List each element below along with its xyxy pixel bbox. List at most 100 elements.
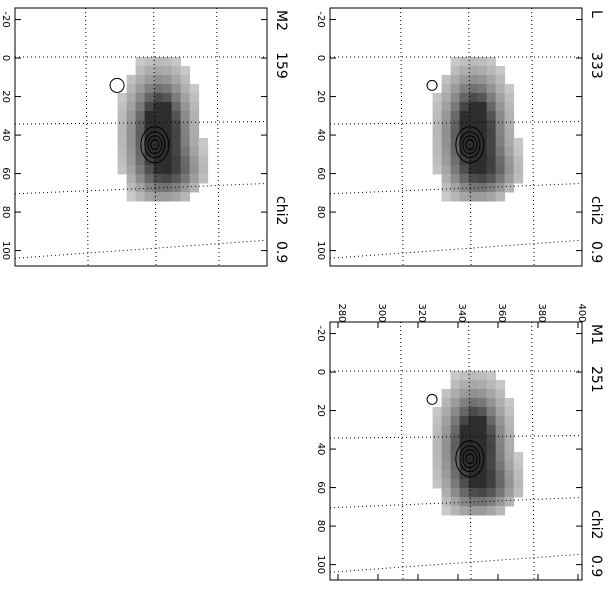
heatmap-pixel (180, 92, 191, 103)
heatmap-pixel (495, 164, 506, 175)
x-tick-label: 100 (315, 555, 326, 574)
heatmap-pixel (504, 451, 515, 462)
heatmap-pixel (477, 424, 488, 435)
heatmap-pixel (450, 487, 461, 498)
heatmap-pixel (477, 164, 488, 175)
heatmap-pixel (441, 191, 452, 202)
heatmap-pixel (468, 397, 479, 408)
heatmap-pixel (495, 379, 506, 390)
heatmap-pixel (513, 155, 524, 166)
heatmap-pixel (144, 110, 155, 121)
heatmap-pixel (180, 83, 191, 94)
heatmap-pixel (513, 451, 524, 462)
heatmap-pixel (153, 146, 164, 157)
heatmap-pixel (189, 83, 200, 94)
heatmap-pixel (117, 146, 128, 157)
heatmap-pixel (432, 460, 443, 471)
heatmap-pixel (441, 146, 452, 157)
heatmap-pixel (189, 146, 200, 157)
heatmap-pixel (153, 128, 164, 139)
x-tick-label: -20 (315, 325, 326, 341)
heatmap-pixel (162, 74, 173, 85)
y-tick-label: 360 (496, 303, 507, 322)
heatmap-pixel (126, 83, 137, 94)
heatmap-pixel (171, 74, 182, 85)
heatmap-pixel (153, 155, 164, 166)
heatmap-pixel (468, 424, 479, 435)
heatmap-pixel (486, 173, 497, 184)
heatmap-pixel (126, 128, 137, 139)
heatmap-pixel (432, 164, 443, 175)
x-tick-label: 20 (0, 90, 11, 103)
contour (465, 453, 475, 465)
heatmap-pixel (171, 182, 182, 193)
heatmap-pixel (450, 451, 461, 462)
heatmap-pixel (459, 173, 470, 184)
coord-grid (329, 553, 583, 573)
heatmap-pixel (441, 478, 452, 489)
heatmap-pixel (459, 460, 470, 471)
heatmap-pixel (450, 137, 461, 148)
heatmap-pixel (486, 397, 497, 408)
heatmap-pixel (450, 182, 461, 193)
heatmap-pixel (468, 65, 479, 76)
heatmap-pixel (189, 173, 200, 184)
heatmap-pixel (477, 110, 488, 121)
heatmap-pixel (441, 182, 452, 193)
x-tick-label: 100 (315, 241, 326, 260)
heatmap-pixel (495, 451, 506, 462)
contour (455, 440, 485, 478)
contour (144, 131, 166, 159)
heatmap-pixel (180, 191, 191, 202)
heatmap-pixel (513, 164, 524, 175)
panel: -20 0 20 40 60 80 100 M2 159 chi2 0.9 (0, 7, 289, 267)
heatmap-pixel (477, 469, 488, 480)
stat-label: chi2 (273, 196, 289, 225)
heatmap-pixel (513, 487, 524, 498)
heatmap-pixel (459, 74, 470, 85)
heatmap-pixel (126, 101, 137, 112)
heatmap-pixel (495, 478, 506, 489)
heatmap-pixel (486, 433, 497, 444)
heatmap-pixel (117, 137, 128, 148)
stat-value: 0.9 (588, 241, 604, 263)
heatmap-pixel (468, 164, 479, 175)
x-tick-label: -20 (315, 11, 326, 27)
heatmap-pixel (171, 155, 182, 166)
heatmap-pixel (459, 155, 470, 166)
heatmap-pixel (450, 397, 461, 408)
heatmap-pixel (477, 173, 488, 184)
heatmap-pixel (486, 119, 497, 130)
heatmap-pixel (495, 137, 506, 148)
heatmap-pixel (486, 101, 497, 112)
heatmap-pixel (171, 128, 182, 139)
heatmap-pixel (135, 146, 146, 157)
heatmap-pixel (450, 128, 461, 139)
heatmap-pixel (513, 137, 524, 148)
heatmap-pixel (486, 505, 497, 516)
heatmap-pixel (171, 92, 182, 103)
heatmap-pixel (144, 101, 155, 112)
heatmap-pixel (504, 406, 515, 417)
heatmap-pixel (495, 92, 506, 103)
heatmap-pixel (117, 92, 128, 103)
heatmap-pixel (495, 487, 506, 498)
heatmap-pixel (486, 191, 497, 202)
heatmap-pixel (513, 146, 524, 157)
heatmap-pixel (459, 92, 470, 103)
heatmap-pixel (486, 56, 497, 67)
heatmap-pixel (468, 182, 479, 193)
heatmap-pixel (468, 442, 479, 453)
heatmap-pixel (450, 469, 461, 480)
heatmap-pixel (171, 56, 182, 67)
heatmap-pixel (441, 415, 452, 426)
heatmap-pixel (459, 110, 470, 121)
heatmap-pixel (468, 388, 479, 399)
heatmap-pixel (117, 128, 128, 139)
heatmap-pixel (486, 92, 497, 103)
coord-grid (531, 321, 535, 581)
heatmap-pixel (495, 83, 506, 94)
stat-value: 0.9 (273, 241, 289, 263)
heatmap-pixel (468, 83, 479, 94)
heatmap-pixel (450, 56, 461, 67)
